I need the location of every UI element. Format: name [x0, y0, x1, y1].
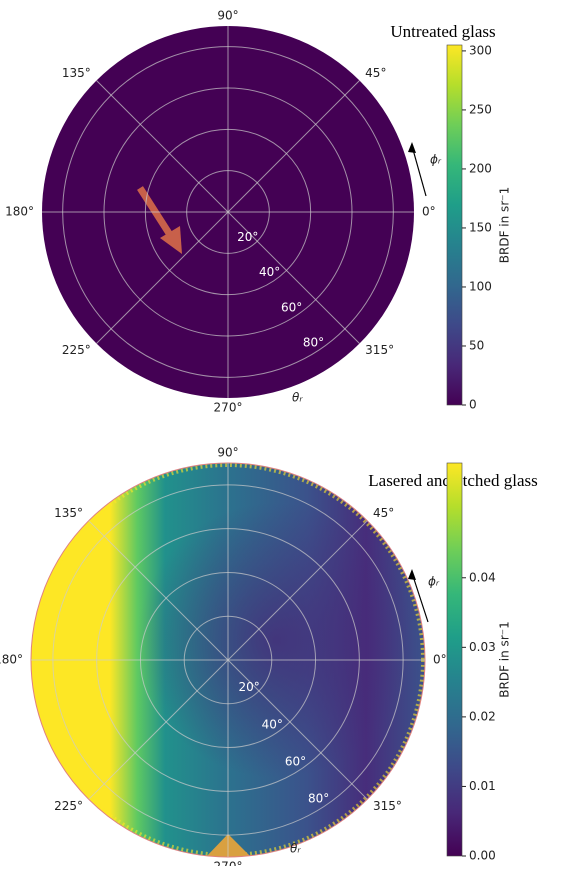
colorbar-tick-label: 0.00 — [469, 849, 496, 863]
theta-axis-label: ϕᵣ — [428, 575, 440, 589]
theta-tick-label: 0° — [422, 205, 436, 219]
r-tick-label: 40° — [262, 717, 283, 731]
r-axis-label: θᵣ — [290, 842, 301, 856]
colorbar-tick-label: 300 — [469, 43, 492, 57]
r-tick-label: 40° — [259, 265, 280, 279]
chart-title: Untreated glass — [390, 22, 495, 41]
colorbar-tick-label: 0.02 — [469, 709, 496, 723]
colorbar-tick-label: 50 — [469, 338, 484, 352]
colorbar-tick-label: 0 — [469, 398, 477, 412]
theta-tick-label: 90° — [217, 9, 238, 23]
theta-arrow — [411, 572, 429, 623]
theta-tick-label: 225° — [62, 343, 91, 357]
theta-arrow-head — [408, 569, 416, 580]
theta-tick-label: 315° — [373, 799, 402, 813]
r-tick-label: 20° — [238, 680, 259, 694]
colorbar-tick-label: 0.03 — [469, 640, 496, 654]
theta-arrow-head — [408, 142, 416, 153]
polar-grid — [42, 26, 414, 398]
r-tick-label: 60° — [281, 300, 302, 314]
colorbar-label: BRDF in sr⁻1 — [498, 187, 512, 263]
colorbar-tick-label: 0.04 — [469, 570, 496, 584]
theta-tick-label: 270° — [214, 860, 243, 867]
r-tick-label: 20° — [237, 230, 258, 244]
colorbar — [446, 462, 463, 857]
grid-spoke — [227, 659, 368, 800]
r-tick-label: 80° — [303, 335, 324, 349]
theta-tick-label: 180° — [0, 653, 23, 667]
grid-spoke — [227, 520, 368, 661]
grid-spoke — [227, 211, 360, 344]
grid-spoke — [96, 80, 229, 213]
arrow — [137, 186, 175, 240]
theta-tick-label: 45° — [373, 506, 394, 520]
theta-tick-label: 90° — [217, 446, 238, 460]
theta-axis-label: ϕᵣ — [430, 153, 442, 167]
theta-tick-label: 135° — [62, 66, 91, 80]
r-tick-label: 80° — [308, 792, 329, 806]
grid-spoke — [96, 211, 229, 344]
theta-tick-label: 225° — [54, 799, 83, 813]
grid-spoke — [88, 520, 229, 661]
colorbar-label: BRDF in sr⁻1 — [498, 621, 512, 697]
grid-spoke — [88, 659, 229, 800]
colorbar-tick-label: 250 — [469, 102, 492, 116]
arrow-head — [160, 226, 182, 254]
colorbar-tick-label: 150 — [469, 220, 492, 234]
grid-spoke — [227, 80, 360, 213]
theta-tick-label: 180° — [5, 205, 34, 219]
colorbar-tick-label: 100 — [469, 279, 492, 293]
colorbar — [446, 44, 463, 406]
r-axis-label: θᵣ — [292, 391, 303, 405]
colorbar-tick-label: 200 — [469, 161, 492, 175]
theta-arrow — [411, 145, 427, 197]
theta-tick-label: 270° — [214, 401, 243, 415]
polar-grid — [31, 463, 425, 857]
theta-tick-label: 0° — [433, 653, 447, 667]
r-tick-label: 60° — [285, 754, 306, 768]
theta-tick-label: 135° — [54, 506, 83, 520]
theta-tick-label: 315° — [365, 343, 394, 357]
colorbar-tick-label: 0.01 — [469, 779, 496, 793]
theta-tick-label: 45° — [365, 66, 386, 80]
